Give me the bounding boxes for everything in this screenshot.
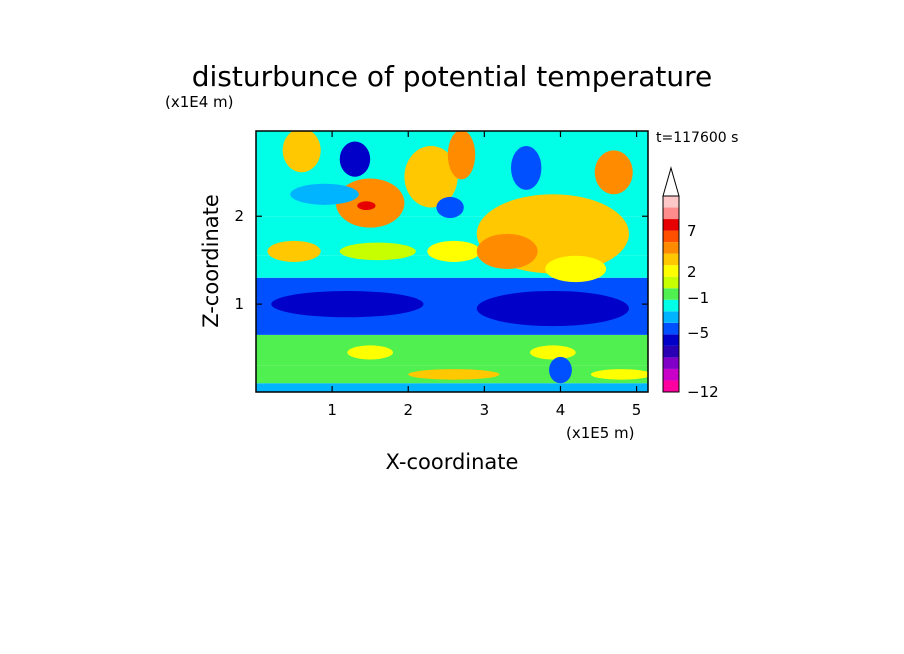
field-blob-20: [408, 369, 500, 380]
field-layer-0: [256, 383, 648, 392]
colorbar-segment-9: [663, 276, 679, 289]
colorbar-segment-1: [663, 368, 679, 381]
colorbar-extend-arrow: [662, 166, 680, 197]
field-blob-19: [530, 345, 576, 360]
field-blob-8: [427, 240, 481, 262]
x-unit-label: (x1E5 m): [566, 424, 635, 442]
colorbar-label--12: −12: [687, 383, 719, 401]
y-tick-label-1: 1: [234, 295, 244, 313]
plot-frame: [255, 130, 649, 393]
chart-title: disturbunce of potential temperature: [192, 60, 713, 93]
colorbar-segment-0: [663, 380, 679, 392]
x-tick-label-1: 1: [327, 401, 337, 419]
colorbar-segment-12: [663, 242, 679, 254]
y-unit-label: (x1E4 m): [165, 93, 234, 111]
colorbar-label--5: −5: [687, 324, 709, 342]
y-axis-label: Z-coordinate: [199, 194, 223, 328]
colorbar-segment-5: [663, 322, 679, 335]
colorbar-label-2: 2: [687, 263, 697, 281]
field-blob-9: [339, 242, 416, 261]
field-blob-21: [590, 369, 648, 380]
x-tick-label-2: 2: [403, 401, 413, 419]
field-blob-5: [447, 131, 476, 180]
x-tick-label-5: 5: [632, 401, 642, 419]
field-blob-22: [549, 356, 572, 384]
colorbar-segment-11: [663, 253, 679, 266]
field-blob-13: [436, 196, 464, 218]
colorbar-segment-15: [663, 207, 679, 220]
field-layer-2: [256, 334, 648, 366]
y-axis: 12: [234, 207, 648, 313]
colorbar-segment-7: [663, 299, 679, 312]
field-blob-16: [271, 290, 424, 318]
field-blob-18: [347, 345, 394, 360]
time-label: t=117600 s: [656, 130, 738, 146]
colorbar-segment-2: [663, 357, 679, 369]
colorbar-segment-6: [663, 311, 679, 323]
field-blob-15: [594, 150, 633, 195]
field-blob-7: [267, 240, 321, 262]
colorbar-label--1: −1: [687, 289, 709, 307]
x-axis: 1 2 3 4 5: [327, 131, 641, 419]
x-axis-label: X-coordinate: [386, 450, 519, 474]
field-blob-4: [404, 145, 458, 208]
colorbar-segment-10: [663, 265, 679, 277]
field-blob-14: [510, 145, 542, 190]
field-blob-6: [290, 183, 359, 205]
colorbar-label-7: 7: [687, 222, 697, 240]
colorbar-segment-8: [663, 288, 679, 300]
colorbar-segment-13: [663, 230, 679, 243]
field-blob-17: [476, 290, 629, 327]
colorbar-segment-4: [663, 334, 679, 346]
field-blob-11: [476, 233, 538, 269]
field-blob-1: [339, 141, 371, 177]
field-blob-12: [545, 255, 607, 283]
colorbar-segment-16: [663, 196, 679, 208]
field-blob-0: [282, 131, 321, 173]
x-tick-label-3: 3: [480, 401, 490, 419]
field-blob-3: [357, 201, 376, 211]
colorbar-segment-14: [663, 219, 679, 231]
colorbar-frame: [662, 195, 680, 393]
plot-area: [256, 131, 648, 392]
colorbar-segment-3: [663, 345, 679, 358]
y-tick-label-2: 2: [234, 207, 244, 225]
x-tick-label-4: 4: [556, 401, 566, 419]
colorbar: 7 2 −1 −5 −12: [662, 166, 719, 401]
